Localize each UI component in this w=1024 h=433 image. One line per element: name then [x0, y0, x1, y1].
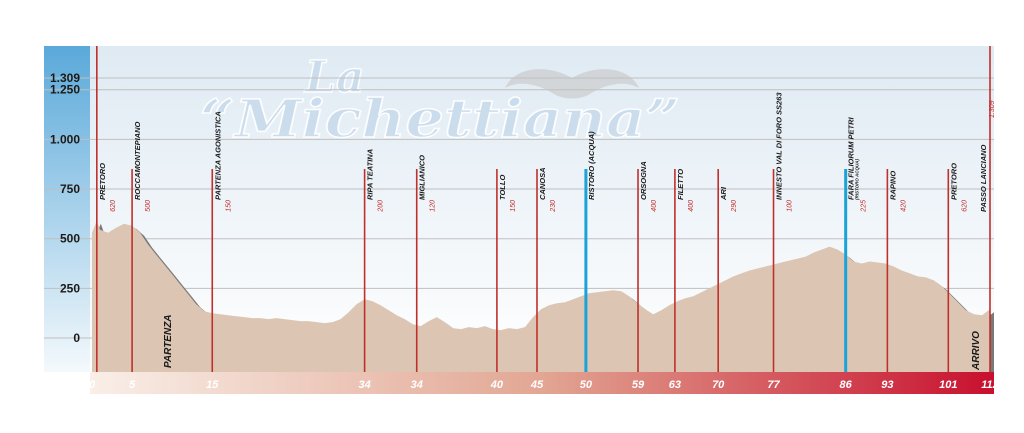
waypoint-altitude: 150	[225, 200, 232, 212]
y-axis-band	[44, 46, 90, 372]
waypoint-name: FILETTO	[676, 169, 685, 200]
x-tick-label: 101	[939, 379, 957, 391]
waypoint-name: PARTENZA AGONISTICA	[213, 111, 222, 200]
waypoint-altitude: 500	[145, 200, 152, 212]
waypoint-name: ORSOGNA	[639, 161, 648, 200]
waypoint-altitude: 230	[550, 200, 557, 213]
waypoint-subtitle: (RISTORO ACQUA)	[855, 158, 860, 200]
x-tick-label: 0	[89, 379, 96, 391]
waypoint-altitude: 620	[961, 200, 968, 212]
x-tick-label: 93	[881, 379, 893, 391]
y-tick-label: 1.000	[50, 132, 80, 146]
x-tick-label: 5	[129, 379, 136, 391]
waypoint-name: TOLLO	[498, 175, 507, 200]
waypoint-name: RISTORO (ACQUA)	[587, 131, 596, 200]
x-tick-label: 77	[767, 379, 780, 391]
waypoint-altitude: 120	[430, 200, 437, 212]
x-tick-label: 34	[411, 379, 423, 391]
waypoint-name: FARA FILIORUM PETRI	[847, 116, 856, 200]
x-tick-label: 70	[712, 379, 725, 391]
waypoint-name: CANOSA	[538, 167, 547, 200]
x-tick-label: 112	[981, 379, 999, 391]
x-axis-ticks: 0 5 15 34 34 40 45 50 59 63 70 77 86 93 101 112	[89, 379, 999, 391]
x-tick-label: 45	[530, 379, 544, 391]
waypoint-name: ARI	[719, 186, 728, 201]
waypoint-altitude: 150	[510, 200, 517, 212]
waypoint-altitude: 200	[378, 200, 385, 213]
y-tick-label: 1.250	[50, 83, 80, 97]
waypoint-name: RIPA TEATINA	[366, 149, 375, 200]
waypoint-name: MIGLIANICO	[418, 155, 427, 200]
y-tick-label: 0	[73, 331, 80, 345]
x-tick-label: 63	[669, 379, 681, 391]
waypoint-altitude: 225	[861, 200, 868, 213]
y-tick-label: 250	[60, 281, 80, 295]
y-tick-label: 500	[60, 232, 80, 246]
waypoint-name: PRETORO	[949, 163, 958, 200]
x-tick-label: 34	[358, 379, 370, 391]
waypoint-name: ROCCAMONTEPIANO	[133, 122, 142, 200]
waypoint-altitude: 620	[110, 200, 117, 212]
start-label: PARTENZA	[163, 314, 174, 368]
profile-area	[92, 78, 990, 372]
mustache-icon	[505, 69, 639, 99]
waypoint-name: INNESTO VAL DI FORO SS263	[775, 92, 784, 200]
waypoint-altitude: 400	[688, 200, 695, 212]
waypoint-altitude: 100	[787, 200, 794, 212]
waypoint-altitude: 400	[651, 200, 658, 212]
y-tick-label: 1.309	[50, 71, 80, 85]
waypoint-name: RAPINO	[888, 171, 897, 200]
waypoint-name: PRETORO	[98, 163, 107, 200]
x-tick-label: 15	[206, 379, 219, 391]
waypoint-altitude: 290	[731, 200, 738, 213]
waypoint-altitude: 420	[900, 200, 907, 212]
x-tick-label: 50	[580, 379, 593, 391]
watermark-line2: “Michettiana”	[200, 89, 680, 150]
waypoint-name: PASSO LANCIANO	[979, 144, 988, 212]
finish-label: ARRIVO	[971, 331, 982, 371]
y-tick-label: 750	[60, 182, 80, 196]
x-tick-label: 59	[632, 379, 645, 391]
waypoint-altitude: 1.309	[989, 100, 996, 118]
distance-bar	[90, 372, 994, 394]
x-tick-label: 86	[840, 379, 853, 391]
x-tick-label: 40	[490, 379, 504, 391]
